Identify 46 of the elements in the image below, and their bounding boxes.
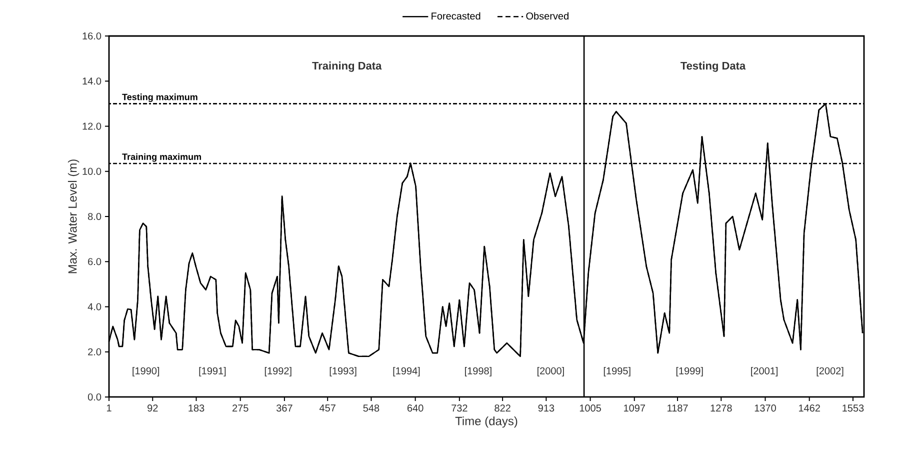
- x-tick-label: 1097: [624, 404, 646, 412]
- annotation: [2000]: [537, 367, 564, 376]
- ref-line-label: Training maximum: [122, 153, 201, 162]
- x-tick-label: 1370: [754, 404, 776, 412]
- annotation: Training Data: [312, 62, 382, 72]
- legend-label: Forecasted: [432, 12, 480, 20]
- x-tick-label: 457: [319, 404, 336, 412]
- annotation: [1998]: [465, 367, 492, 376]
- y-tick-label: 2.0: [88, 348, 102, 356]
- y-tick-label: 14.0: [82, 78, 102, 85]
- annotation: [1991]: [199, 367, 226, 376]
- ref-line-label: Testing maximum: [122, 94, 198, 102]
- x-tick-label: 275: [232, 404, 248, 412]
- x-tick-label: 1278: [710, 404, 732, 412]
- x-tick-label: 1005: [580, 404, 601, 412]
- x-tick-label: 1462: [799, 404, 820, 412]
- annotation: Testing Data: [680, 62, 746, 72]
- x-tick-label: 1: [106, 404, 112, 412]
- y-axis-title: Max. Water Level (m): [68, 160, 80, 274]
- annotation: [1990]: [132, 367, 160, 376]
- annotation: [1992]: [264, 367, 292, 376]
- legend-label: Observed: [526, 12, 568, 20]
- x-tick-label: 367: [276, 404, 292, 412]
- y-tick-label: 16.0: [82, 32, 102, 40]
- x-tick-label: 1553: [842, 404, 864, 412]
- annotation: [1995]: [604, 367, 630, 376]
- y-tick-label: 4.0: [88, 303, 102, 310]
- x-tick-label: 913: [538, 404, 554, 412]
- annotation: [1993]: [330, 367, 356, 376]
- x-tick-label: 1187: [668, 404, 688, 412]
- x-tick-label: 548: [363, 404, 380, 412]
- x-tick-label: 92: [148, 404, 158, 412]
- y-tick-label: 10.0: [82, 168, 102, 175]
- y-tick-label: 12.0: [82, 122, 102, 130]
- annotation: [2002]: [816, 367, 844, 376]
- annotation: [1994]: [393, 367, 420, 376]
- annotation: [1999]: [676, 367, 703, 376]
- y-tick-label: 8.0: [88, 212, 102, 220]
- x-tick-label: 640: [407, 404, 424, 412]
- y-tick-label: 6.0: [88, 258, 102, 266]
- y-tick-label: 0.0: [88, 393, 102, 401]
- x-tick-label: 732: [452, 404, 468, 412]
- x-tick-label: 822: [494, 404, 510, 412]
- x-tick-label: 183: [188, 404, 204, 412]
- x-axis-title: Time (days): [455, 416, 518, 428]
- annotation: [2001]: [751, 367, 778, 376]
